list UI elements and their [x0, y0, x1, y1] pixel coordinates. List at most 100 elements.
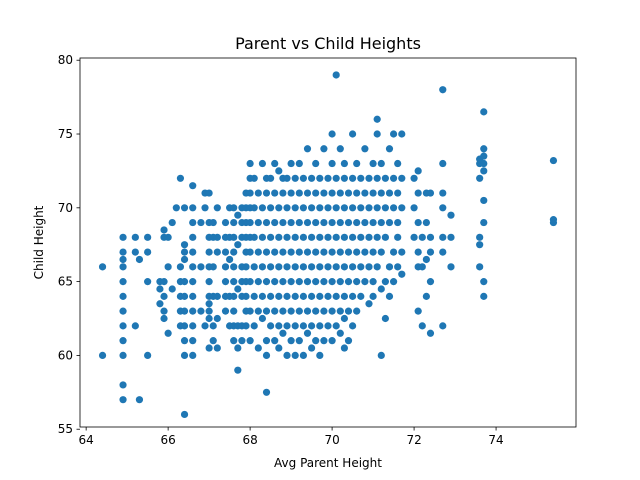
data-point: [230, 263, 238, 271]
data-point: [369, 189, 377, 197]
data-point: [361, 189, 369, 197]
data-point: [254, 189, 262, 197]
data-point: [156, 300, 164, 308]
data-point: [279, 189, 287, 197]
data-point: [180, 322, 189, 330]
data-point: [332, 174, 340, 182]
data-point: [381, 204, 389, 212]
data-point: [291, 233, 299, 241]
data-point: [299, 204, 307, 212]
data-point: [176, 263, 185, 271]
data-point: [254, 248, 262, 256]
data-point: [267, 174, 275, 182]
data-point: [98, 263, 107, 271]
data-point: [275, 167, 283, 175]
data-point: [172, 204, 180, 212]
data-point: [119, 278, 127, 286]
data-point: [189, 218, 197, 227]
data-point: [361, 145, 369, 153]
data-point: [373, 130, 381, 138]
data-point: [439, 189, 447, 197]
data-point: [394, 189, 402, 197]
data-point: [320, 337, 328, 345]
data-point: [320, 218, 328, 227]
data-point: [168, 218, 176, 227]
data-point: [398, 248, 406, 256]
data-point: [262, 351, 271, 360]
data-point: [418, 263, 426, 271]
data-point: [258, 314, 267, 323]
data-point: [316, 322, 324, 330]
data-point: [480, 152, 488, 160]
data-point: [201, 204, 209, 212]
data-point: [246, 218, 254, 227]
data-point: [320, 189, 328, 197]
data-point: [119, 292, 127, 300]
data-point: [385, 263, 394, 271]
data-point: [308, 322, 316, 330]
data-point: [246, 307, 254, 315]
data-point: [381, 314, 389, 323]
data-point: [418, 233, 426, 241]
data-point: [295, 218, 303, 227]
data-point: [353, 189, 361, 197]
data-point: [316, 263, 324, 271]
data-point: [340, 233, 348, 241]
data-point: [164, 233, 172, 241]
data-point: [349, 204, 357, 212]
data-point: [373, 174, 381, 182]
data-point: [197, 307, 205, 315]
data-point: [414, 248, 422, 256]
data-point: [119, 233, 127, 241]
data-point: [476, 174, 484, 182]
data-point: [377, 159, 385, 168]
data-point: [258, 263, 267, 271]
data-point: [336, 278, 344, 286]
data-point: [299, 233, 307, 241]
data-point: [369, 248, 377, 256]
data-point: [361, 278, 369, 286]
data-point: [189, 307, 197, 315]
data-point: [230, 233, 238, 241]
y-tick-label: 60: [58, 348, 73, 362]
data-point: [361, 218, 369, 227]
data-point: [394, 159, 402, 168]
data-point: [189, 278, 197, 286]
data-point: [209, 218, 217, 227]
data-point: [230, 337, 238, 345]
data-point: [209, 337, 217, 345]
data-point: [242, 263, 250, 271]
data-point: [180, 292, 189, 300]
data-point: [205, 278, 213, 286]
data-point: [283, 204, 291, 212]
data-point: [373, 204, 381, 212]
x-tick-label: 68: [242, 433, 257, 447]
data-point: [439, 204, 447, 212]
data-point: [287, 278, 295, 286]
data-point: [357, 233, 365, 241]
data-point: [279, 248, 287, 256]
data-point: [279, 278, 287, 286]
data-point: [262, 337, 271, 345]
data-point: [381, 174, 389, 182]
data-point: [180, 278, 189, 286]
data-point: [373, 233, 381, 241]
data-point: [258, 159, 267, 168]
data-point: [160, 307, 168, 315]
data-point: [180, 307, 189, 315]
data-point: [312, 248, 320, 256]
data-point: [447, 211, 455, 219]
data-point: [439, 159, 447, 168]
data-point: [320, 278, 328, 286]
data-point: [353, 159, 361, 168]
data-point: [308, 204, 316, 212]
data-point: [250, 204, 258, 212]
data-point: [426, 189, 435, 197]
data-point: [357, 174, 365, 182]
data-point: [258, 204, 267, 212]
data-point: [299, 322, 307, 330]
data-point: [164, 263, 172, 271]
data-point: [168, 285, 176, 293]
data-point: [312, 159, 320, 168]
data-point: [254, 307, 262, 315]
